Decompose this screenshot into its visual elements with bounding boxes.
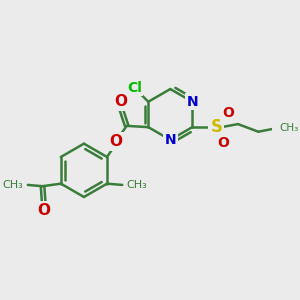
Text: O: O xyxy=(217,136,229,150)
Text: S: S xyxy=(210,118,222,136)
Text: CH₃: CH₃ xyxy=(279,123,299,133)
Text: CH₃: CH₃ xyxy=(127,180,147,190)
Text: Cl: Cl xyxy=(127,81,142,95)
Text: N: N xyxy=(187,95,198,109)
Text: O: O xyxy=(114,94,127,109)
Text: O: O xyxy=(109,134,122,149)
Text: N: N xyxy=(164,133,176,147)
Text: CH₃: CH₃ xyxy=(2,180,23,190)
Text: O: O xyxy=(37,202,50,217)
Text: O: O xyxy=(222,106,234,120)
